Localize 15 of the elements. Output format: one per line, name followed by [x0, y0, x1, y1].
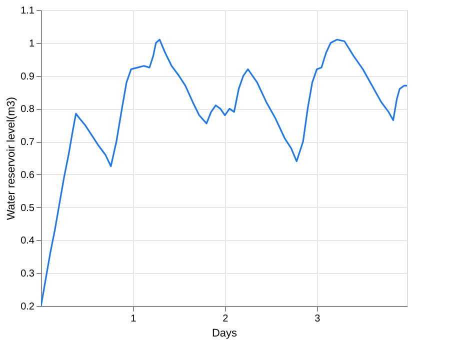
y-tick-label: 0.7 — [20, 137, 35, 148]
x-tick-label: 1 — [130, 314, 137, 324]
y-tick-label: 0.6 — [20, 170, 35, 181]
y-tick-label: 0.4 — [20, 236, 35, 247]
y-tick-label: 0.3 — [20, 268, 35, 280]
y-tick-label: 0.9 — [20, 71, 35, 82]
x-tick-label: 3 — [314, 314, 321, 324]
y-tick-label: 0.8 — [20, 104, 35, 116]
y-tick-label: 1.1 — [20, 6, 35, 16]
y-axis-title: Water reservoir level(m3) — [6, 96, 18, 220]
x-axis-title: Days — [212, 328, 238, 340]
y-tick-label: 0.2 — [20, 302, 35, 312]
y-tick-label: 0.5 — [20, 202, 35, 214]
y-tick-label: 1 — [28, 38, 35, 50]
x-tick-label: 2 — [222, 314, 229, 324]
